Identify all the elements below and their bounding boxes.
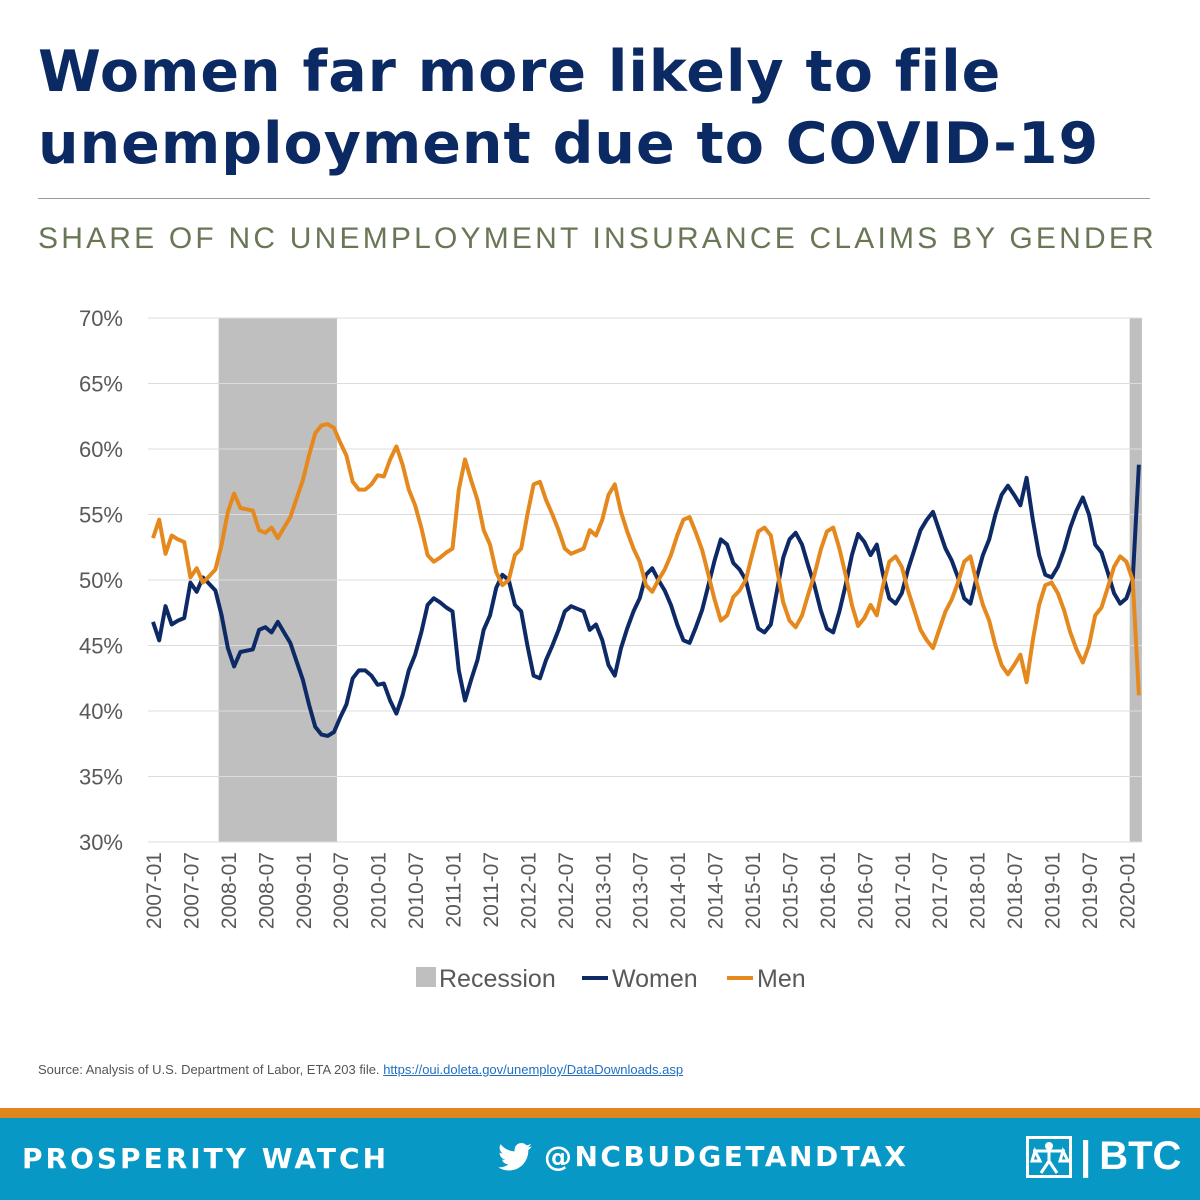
- y-tick-label: 40%: [79, 699, 123, 724]
- series-line-women: [151, 464, 1141, 738]
- x-tick-label: 2012-01: [517, 852, 540, 929]
- twitter-handle: @NCBUDGETANDTAX: [544, 1140, 909, 1173]
- title-divider: [38, 198, 1150, 199]
- x-tick-label: 2018-01: [967, 852, 990, 929]
- x-tick-label: 2011-07: [480, 852, 503, 928]
- source-text: Source: Analysis of U.S. Department of L…: [38, 1062, 380, 1077]
- footer-brand: PROSPERITY WATCH: [22, 1142, 390, 1175]
- legend-label: Men: [757, 965, 806, 993]
- x-tick-label: 2015-07: [779, 852, 802, 929]
- logo-separator: |: [1080, 1134, 1092, 1178]
- logo-figure-icon: [1026, 1135, 1072, 1178]
- y-tick-label: 60%: [79, 437, 123, 462]
- x-tick-label: 2020-01: [1116, 852, 1139, 929]
- y-tick-label: 55%: [79, 503, 123, 528]
- x-tick-label: 2013-07: [630, 852, 653, 929]
- x-tick-label: 2011-01: [443, 852, 466, 928]
- source-link[interactable]: https://oui.doleta.gov/unemploy/DataDown…: [383, 1062, 684, 1077]
- y-tick-label: 70%: [79, 306, 123, 331]
- footer: PROSPERITY WATCH @NCBUDGETANDTAX | BTC: [0, 1118, 1200, 1200]
- x-tick-label: 2017-07: [929, 852, 952, 929]
- x-tick-label: 2014-07: [705, 852, 728, 929]
- y-tick-label: 65%: [79, 372, 123, 397]
- y-tick-label: 30%: [79, 830, 123, 855]
- series-line-men: [151, 422, 1141, 696]
- y-tick-label: 35%: [79, 765, 123, 790]
- twitter-bird-icon: [498, 1142, 532, 1170]
- x-tick-label: 2010-07: [405, 852, 428, 929]
- legend-swatch-recession: [416, 967, 436, 987]
- logo-text: BTC: [1099, 1134, 1182, 1178]
- x-tick-label: 2014-01: [667, 852, 690, 929]
- legend-label: Women: [612, 965, 698, 993]
- footer-stripe: [0, 1108, 1200, 1118]
- x-tick-label: 2010-01: [368, 852, 391, 929]
- x-tick-label: 2008-07: [255, 852, 278, 929]
- chart-subtitle: SHARE OF NC UNEMPLOYMENT INSURANCE CLAIM…: [38, 222, 1157, 255]
- x-tick-label: 2009-01: [293, 852, 316, 929]
- x-tick-label: 2007-01: [143, 852, 166, 929]
- x-tick-label: 2007-07: [180, 852, 203, 929]
- y-tick-label: 50%: [79, 568, 123, 593]
- page-title: Women far more likely to file unemployme…: [38, 39, 1100, 177]
- x-tick-label: 2016-01: [817, 852, 840, 929]
- footer-twitter[interactable]: @NCBUDGETANDTAX: [498, 1140, 908, 1173]
- x-tick-label: 2013-01: [592, 852, 615, 929]
- x-tick-label: 2019-01: [1042, 852, 1065, 929]
- legend-label: Recession: [439, 965, 556, 993]
- line-chart: 30% 35% 40% 45% 50% 55% 60% 65% 70% 2007-01 2007-0…: [79, 306, 1142, 993]
- legend: Recession Women Men: [416, 965, 806, 993]
- btc-logo: | BTC: [1026, 1134, 1181, 1179]
- x-tick-label: 2018-07: [1004, 852, 1027, 929]
- x-tick-label: 2012-07: [555, 852, 578, 929]
- x-tick-label: 2016-07: [854, 852, 877, 929]
- source-note: Source: Analysis of U.S. Department of L…: [38, 1062, 683, 1077]
- x-tick-label: 2015-01: [742, 852, 765, 929]
- x-tick-label: 2017-01: [892, 852, 915, 929]
- x-tick-label: 2019-07: [1079, 852, 1102, 929]
- x-tick-label: 2008-01: [218, 852, 241, 929]
- x-tick-label: 2009-07: [330, 852, 353, 929]
- y-tick-label: 45%: [79, 634, 123, 659]
